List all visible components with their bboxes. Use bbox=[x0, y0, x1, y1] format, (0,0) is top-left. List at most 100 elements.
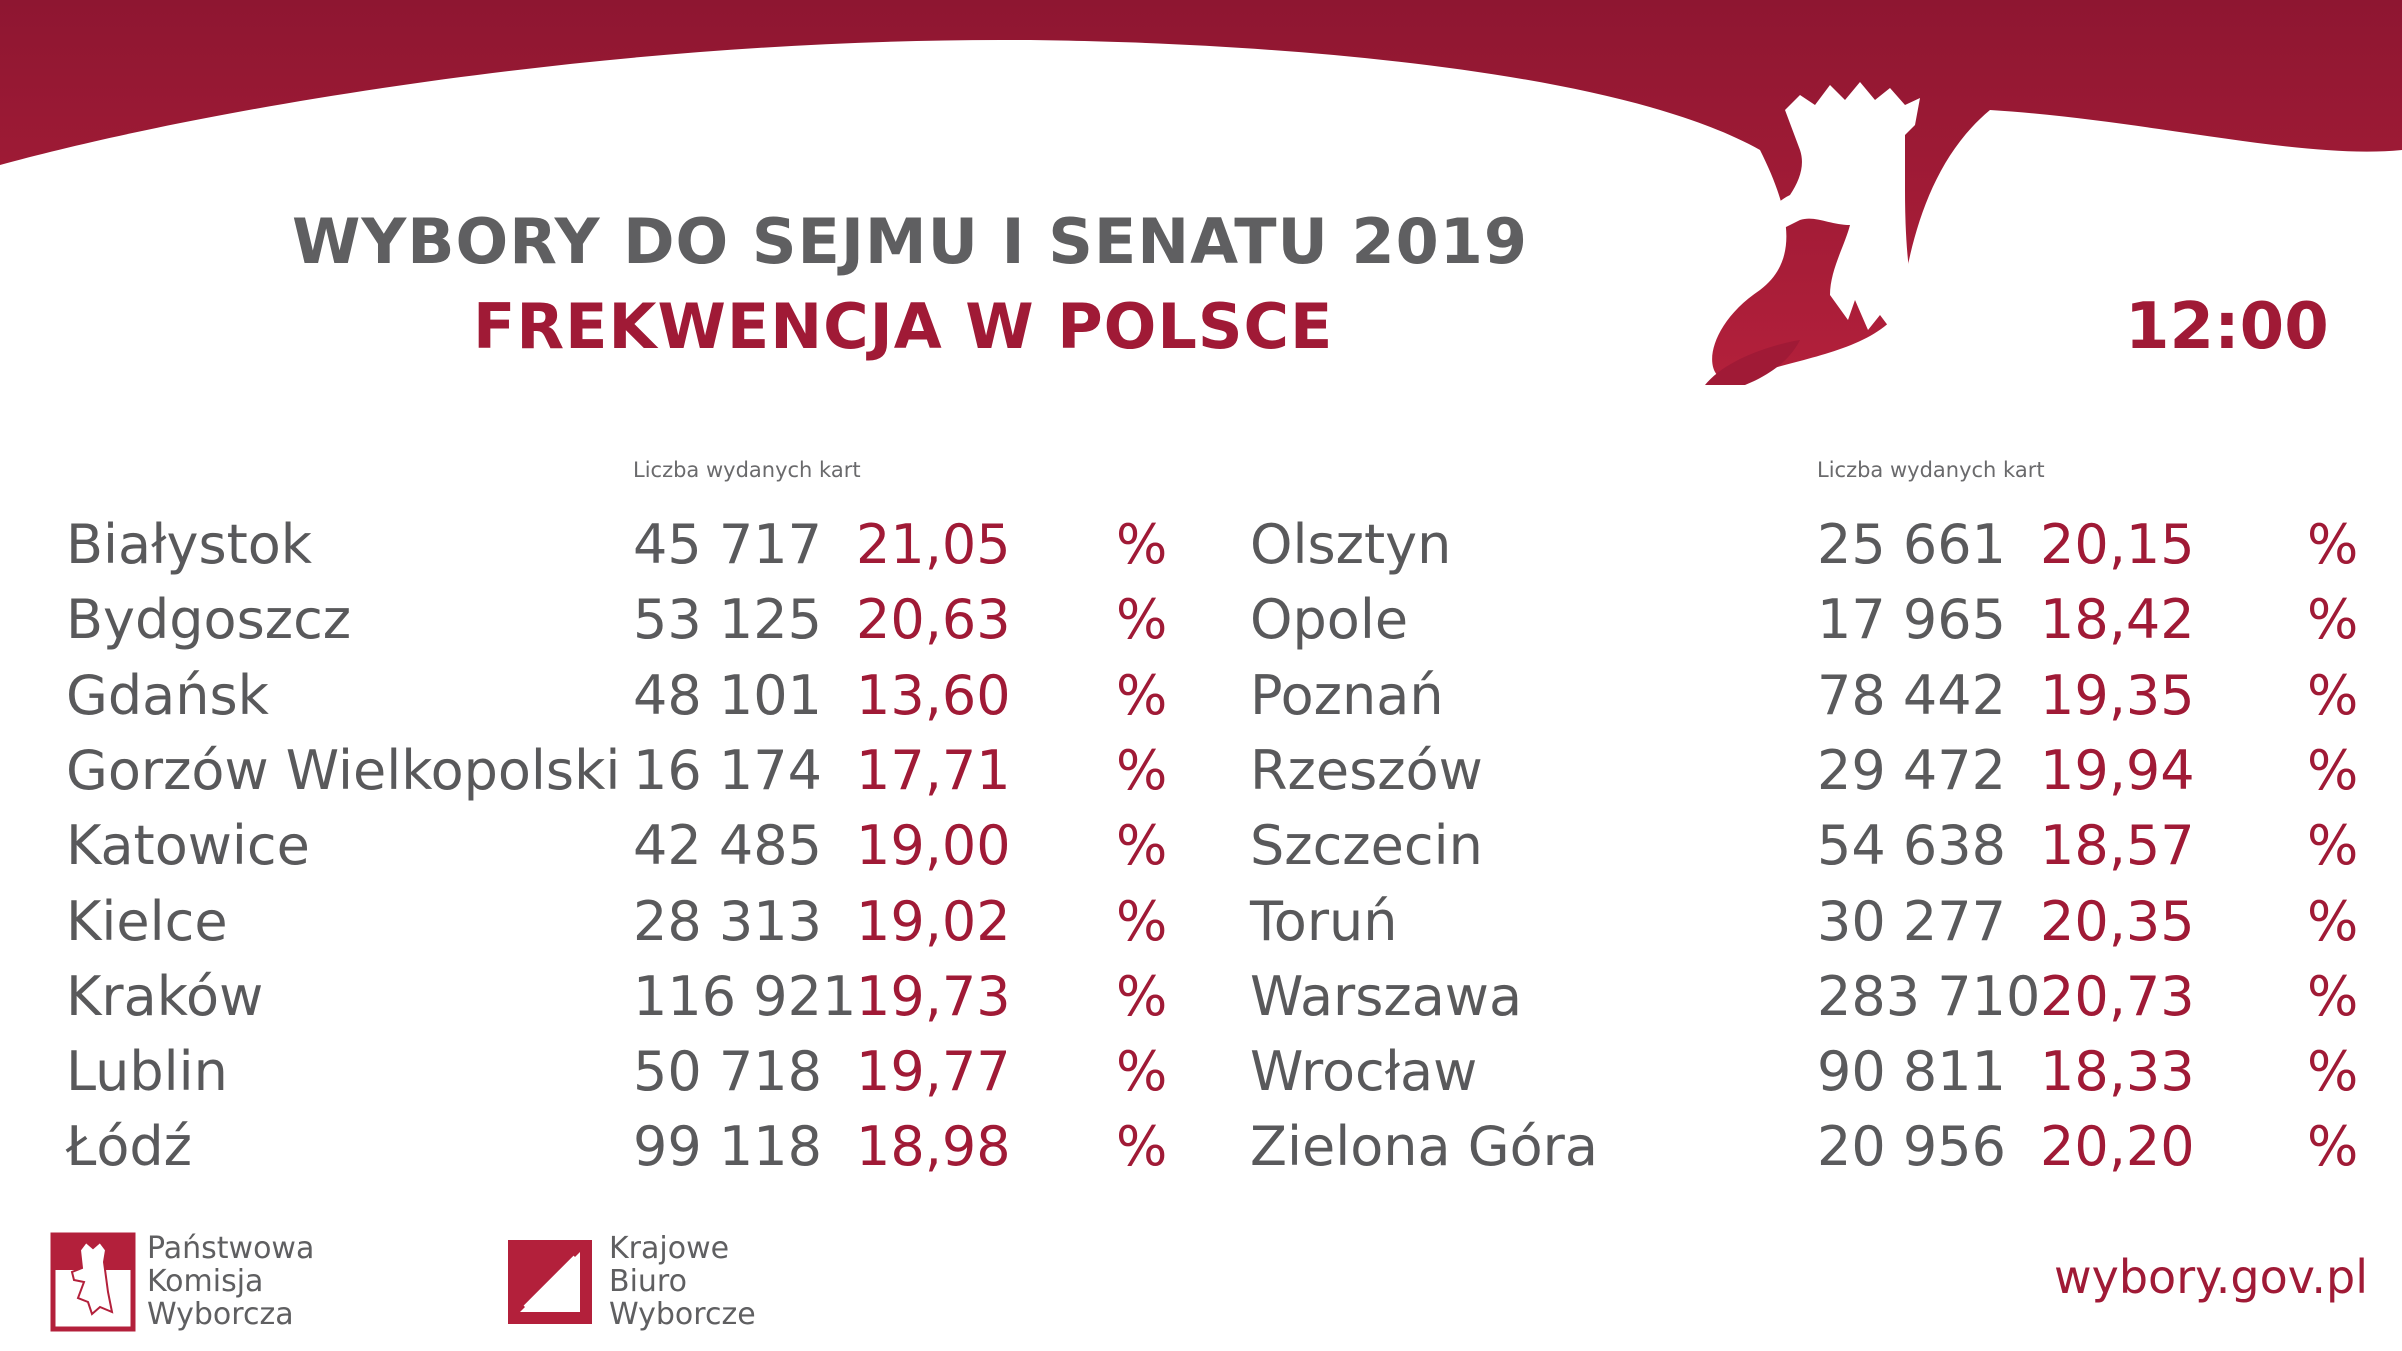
turnout-percent: 19,73 bbox=[856, 964, 1011, 1028]
cards-issued: 99 118 bbox=[633, 1115, 822, 1179]
table-row: Gorzów Wielkopolski 16 174 17,71% bbox=[66, 736, 1266, 811]
percent-sign: % bbox=[2307, 513, 2359, 576]
percent-sign: % bbox=[1116, 1040, 1168, 1104]
table-row: Łódź 99 118 18,98% bbox=[66, 1112, 1266, 1187]
turnout-percent: 17,71 bbox=[856, 738, 1011, 802]
table-row: Toruń 30 277 20,35% bbox=[1250, 887, 2402, 962]
city-name: Lublin bbox=[66, 1040, 228, 1104]
turnout-percent: 21,05 bbox=[856, 513, 1011, 576]
percent-sign: % bbox=[1116, 964, 1168, 1028]
turnout-percent: 18,98 bbox=[856, 1115, 1011, 1179]
header-background-wave bbox=[0, 0, 2402, 385]
percent-sign: % bbox=[2307, 663, 2359, 727]
cards-issued: 78 442 bbox=[1817, 663, 2006, 727]
table-row: Wrocław 90 811 18,33% bbox=[1250, 1037, 2402, 1112]
cards-issued: 45 717 bbox=[633, 513, 822, 576]
percent-sign: % bbox=[1116, 588, 1168, 652]
table-row: Poznań 78 442 19,35% bbox=[1250, 661, 2402, 736]
kbw-logo-icon bbox=[508, 1240, 592, 1324]
city-name: Warszawa bbox=[1250, 964, 1523, 1028]
kbw-logo-text: Krajowe Biuro Wyborcze bbox=[609, 1231, 756, 1332]
cards-issued: 20 956 bbox=[1817, 1115, 2006, 1179]
eagle-icon bbox=[1766, 82, 1925, 345]
percent-sign: % bbox=[2307, 1115, 2359, 1179]
percent-sign: % bbox=[1116, 889, 1168, 953]
city-name: Rzeszów bbox=[1250, 738, 1483, 802]
table-row: Kraków 116 921 19,73% bbox=[66, 962, 1266, 1037]
table-row: Warszawa 283 710 20,73% bbox=[1250, 962, 2402, 1037]
turnout-percent: 19,77 bbox=[856, 1040, 1011, 1104]
table-row: Bydgoszcz 53 125 20,63% bbox=[66, 585, 1266, 660]
turnout-percent: 20,73 bbox=[2040, 964, 2195, 1028]
city-name: Łódź bbox=[66, 1115, 193, 1179]
cards-issued: 116 921 bbox=[633, 964, 857, 1028]
cards-issued: 17 965 bbox=[1817, 588, 2006, 652]
turnout-percent: 18,33 bbox=[2040, 1040, 2195, 1104]
percent-sign: % bbox=[2307, 814, 2359, 878]
percent-sign: % bbox=[2307, 964, 2359, 1028]
column-caption-right: Liczba wydanych kart bbox=[1817, 458, 2045, 482]
turnout-percent: 19,00 bbox=[856, 814, 1011, 878]
cards-issued: 16 174 bbox=[633, 738, 822, 802]
website-link[interactable]: wybory.gov.pl bbox=[2054, 1250, 2368, 1304]
city-name: Kraków bbox=[66, 964, 264, 1028]
cards-issued: 30 277 bbox=[1817, 889, 2006, 953]
city-name: Wrocław bbox=[1250, 1040, 1478, 1104]
table-row: Gdańsk 48 101 13,60% bbox=[66, 661, 1266, 736]
cards-issued: 90 811 bbox=[1817, 1040, 2006, 1104]
cards-issued: 28 313 bbox=[633, 889, 822, 953]
cards-issued: 283 710 bbox=[1817, 964, 2041, 1028]
city-name: Zielona Góra bbox=[1250, 1115, 1598, 1179]
city-name: Bydgoszcz bbox=[66, 588, 352, 652]
cards-issued: 54 638 bbox=[1817, 814, 2006, 878]
percent-sign: % bbox=[1116, 513, 1168, 576]
turnout-percent: 20,35 bbox=[2040, 889, 2195, 953]
cards-issued: 29 472 bbox=[1817, 738, 2006, 802]
turnout-percent: 19,02 bbox=[856, 889, 1011, 953]
turnout-percent: 18,57 bbox=[2040, 814, 2195, 878]
turnout-percent: 19,35 bbox=[2040, 663, 2195, 727]
city-name: Szczecin bbox=[1250, 814, 1483, 878]
cards-issued: 25 661 bbox=[1817, 513, 2006, 576]
cards-issued: 48 101 bbox=[633, 663, 822, 727]
percent-sign: % bbox=[2307, 588, 2359, 652]
percent-sign: % bbox=[2307, 738, 2359, 802]
cards-issued: 42 485 bbox=[633, 814, 822, 878]
turnout-percent: 13,60 bbox=[856, 663, 1011, 727]
turnout-percent: 20,63 bbox=[856, 588, 1011, 652]
table-row: Olsztyn 25 661 20,15% bbox=[1250, 510, 2402, 585]
percent-sign: % bbox=[1116, 738, 1168, 802]
city-name: Białystok bbox=[66, 513, 313, 576]
pkw-logo-text: Państwowa Komisja Wyborcza bbox=[147, 1231, 315, 1332]
time-label: 12:00 bbox=[2125, 290, 2329, 364]
percent-sign: % bbox=[2307, 1040, 2359, 1104]
percent-sign: % bbox=[1116, 663, 1168, 727]
table-row: Rzeszów 29 472 19,94% bbox=[1250, 736, 2402, 811]
percent-sign: % bbox=[1116, 814, 1168, 878]
percent-sign: % bbox=[1116, 1115, 1168, 1179]
percent-sign: % bbox=[2307, 889, 2359, 953]
page-title: WYBORY DO SEJMU I SENATU 2019 bbox=[292, 205, 1529, 278]
cards-issued: 50 718 bbox=[633, 1040, 822, 1104]
turnout-percent: 20,15 bbox=[2040, 513, 2195, 576]
turnout-percent: 20,20 bbox=[2040, 1115, 2195, 1179]
turnout-percent: 18,42 bbox=[2040, 588, 2195, 652]
page-subtitle: FREKWENCJA W POLSCE bbox=[473, 290, 1334, 363]
city-name: Toruń bbox=[1250, 889, 1398, 953]
table-row: Białystok 45 717 21,05% bbox=[66, 510, 1266, 585]
table-row: Katowice 42 485 19,00% bbox=[66, 811, 1266, 886]
table-row: Kielce 28 313 19,02% bbox=[66, 887, 1266, 962]
city-name: Olsztyn bbox=[1250, 513, 1452, 576]
city-name: Gorzów Wielkopolski bbox=[66, 738, 621, 802]
table-row: Zielona Góra 20 956 20,20% bbox=[1250, 1112, 2402, 1187]
table-row: Opole 17 965 18,42% bbox=[1250, 585, 2402, 660]
city-name: Poznań bbox=[1250, 663, 1444, 727]
pkw-logo-icon bbox=[50, 1232, 136, 1332]
city-name: Gdańsk bbox=[66, 663, 269, 727]
table-row: Lublin 50 718 19,77% bbox=[66, 1037, 1266, 1112]
column-caption-left: Liczba wydanych kart bbox=[633, 458, 861, 482]
cards-issued: 53 125 bbox=[633, 588, 822, 652]
turnout-percent: 19,94 bbox=[2040, 738, 2195, 802]
city-name: Katowice bbox=[66, 814, 310, 878]
city-name: Opole bbox=[1250, 588, 1409, 652]
